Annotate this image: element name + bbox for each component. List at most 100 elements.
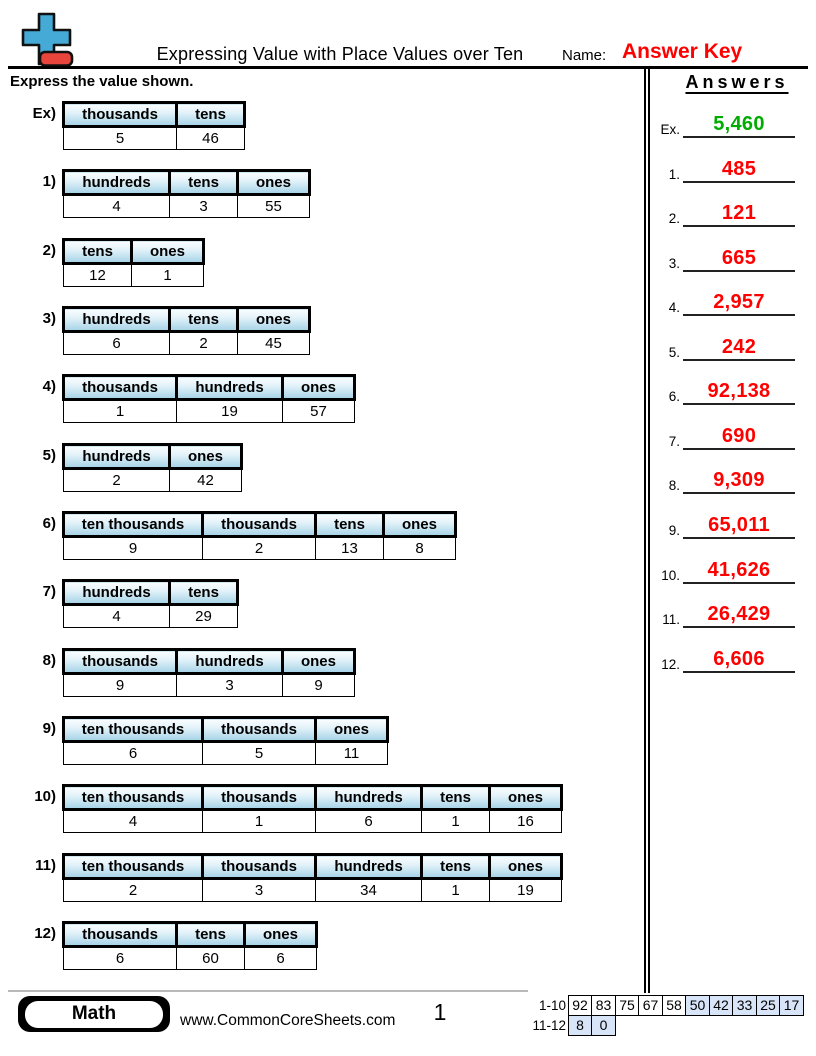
place-value-header-cell: hundreds	[314, 853, 423, 880]
place-value-table: thousands tens ones 6 60 6	[62, 921, 318, 970]
place-value-table: hundreds tens 4 29	[62, 579, 239, 628]
place-value-cell: 45	[237, 331, 310, 355]
place-value-cell: 6	[63, 946, 177, 970]
answer-number: 4.	[668, 300, 680, 316]
place-value-cell: 9	[282, 673, 355, 697]
place-value-header-cell: ones	[281, 374, 356, 401]
place-value-header-cell: ones	[168, 443, 243, 470]
answer-blank: 2,957	[683, 291, 795, 317]
score-grid: 1-10 92 83 75 67 58 50 42 33 25 17 11-12 8 0	[528, 995, 804, 1036]
place-value-cell: 55	[237, 194, 310, 218]
score-cell: 42	[708, 995, 734, 1016]
answer-blank: 121	[683, 202, 795, 228]
problem-number: 6)	[42, 515, 56, 532]
place-value-header-cell: ones	[488, 853, 563, 880]
problem-number: 11)	[35, 857, 56, 874]
answer-number: 3.	[668, 255, 680, 271]
place-value-table: ten thousands thousands hundreds tens ones 2 3…	[62, 853, 563, 902]
place-value-cell: 2	[202, 536, 316, 560]
answer-value: 9,309	[713, 469, 765, 492]
place-value-cell: 34	[315, 878, 422, 902]
answer-row: 1. 485	[650, 149, 810, 183]
problem-block: Ex) thousands tens 5 46	[10, 101, 570, 161]
score-cell: 83	[591, 995, 616, 1016]
place-value-header-cell: hundreds	[62, 169, 171, 196]
answer-key-text: Answer Key	[622, 40, 743, 63]
answer-value: 242	[721, 335, 757, 358]
answer-blank: 9,309	[683, 469, 795, 495]
header-divider	[8, 66, 808, 69]
subject-label: Math	[71, 1003, 117, 1024]
problem-number: 3)	[42, 310, 56, 327]
place-value-header-cell: hundreds	[175, 648, 284, 675]
answer-number: 9.	[668, 522, 680, 538]
answer-row: 12. 6,606	[650, 639, 810, 673]
answer-number: 6.	[668, 389, 680, 405]
answer-blank: 690	[683, 425, 795, 450]
problem-number: Ex)	[32, 105, 56, 122]
score-cell: 25	[755, 995, 781, 1016]
answer-number: 2.	[668, 211, 680, 227]
plus-minus-icon	[21, 12, 74, 67]
answer-number: Ex.	[660, 122, 680, 137]
answer-blank: 65,011	[683, 514, 795, 539]
problem-number: 5)	[42, 447, 56, 464]
place-value-header-cell: thousands	[62, 374, 178, 401]
answer-row: Ex. 5,460	[650, 104, 810, 138]
answer-value: 92,138	[707, 380, 771, 403]
answer-row: 7. 690	[650, 416, 810, 450]
score-cell: 67	[638, 995, 663, 1016]
place-value-cell: 2	[63, 878, 203, 902]
place-value-header-cell: thousands	[62, 921, 178, 948]
score-row: 1-10 92 83 75 67 58 50 42 33 25 17	[528, 995, 804, 1016]
place-value-table: ten thousands thousands hundreds tens ones 4 1…	[62, 784, 563, 833]
place-value-cell: 2	[63, 468, 170, 492]
problem-block: 8) thousands hundreds ones 9 3 9	[10, 648, 570, 708]
subject-badge: Math	[18, 996, 170, 1032]
answer-row: 2. 121	[650, 193, 810, 228]
place-value-header-cell: hundreds	[175, 374, 284, 401]
commoncoresheets-logo	[16, 12, 76, 68]
score-cell: 8	[567, 1014, 593, 1036]
problem-block: 3) hundreds tens ones 6 2 45	[10, 306, 570, 366]
place-value-table: tens ones 12 1	[62, 238, 205, 287]
place-value-cell: 4	[63, 809, 203, 833]
place-value-table: ten thousands thousands ones 6 5 11	[62, 716, 389, 765]
place-value-header-cell: ones	[314, 716, 389, 743]
answer-value: 26,429	[707, 603, 771, 626]
place-value-cell: 11	[315, 741, 388, 765]
place-value-cell: 9	[63, 673, 177, 697]
answer-row: 11. 26,429	[650, 594, 810, 629]
answer-blank: 242	[683, 336, 795, 361]
place-value-cell: 6	[315, 809, 422, 833]
place-value-cell: 46	[176, 126, 245, 150]
problem-block: 2) tens ones 12 1	[10, 238, 570, 298]
place-value-header-cell: hundreds	[62, 306, 171, 333]
score-row: 11-12 8 0	[528, 1014, 804, 1036]
place-value-header-cell: tens	[420, 853, 491, 880]
answer-value: 5,460	[713, 113, 765, 135]
score-cell: 92	[567, 995, 593, 1016]
answer-number: 12.	[661, 656, 680, 672]
page-number: 1	[433, 999, 447, 1025]
place-value-header-cell: ten thousands	[62, 784, 204, 811]
problem-number: 2)	[42, 242, 56, 259]
problem-block: 12) thousands tens ones 6 60 6	[10, 921, 570, 981]
answer-number: 11.	[662, 612, 680, 628]
problem-number: 12)	[34, 925, 56, 942]
place-value-cell: 6	[63, 741, 203, 765]
place-value-header-cell: tens	[420, 784, 491, 811]
place-value-header-cell: ones	[130, 238, 205, 265]
place-value-header-cell: tens	[168, 169, 239, 196]
answer-value: 2,957	[713, 291, 765, 314]
footer-divider	[8, 990, 528, 992]
problem-block: 10) ten thousands thousands hundreds tens one…	[10, 784, 570, 844]
place-value-cell: 57	[282, 399, 355, 423]
place-value-cell: 19	[176, 399, 283, 423]
place-value-header-cell: ones	[243, 921, 318, 948]
place-value-header-cell: ones	[382, 511, 457, 538]
place-value-header-cell: thousands	[62, 648, 178, 675]
place-value-header-cell: thousands	[201, 853, 317, 880]
place-value-cell: 1	[421, 809, 490, 833]
subject-badge-pill: Math	[25, 1000, 163, 1028]
